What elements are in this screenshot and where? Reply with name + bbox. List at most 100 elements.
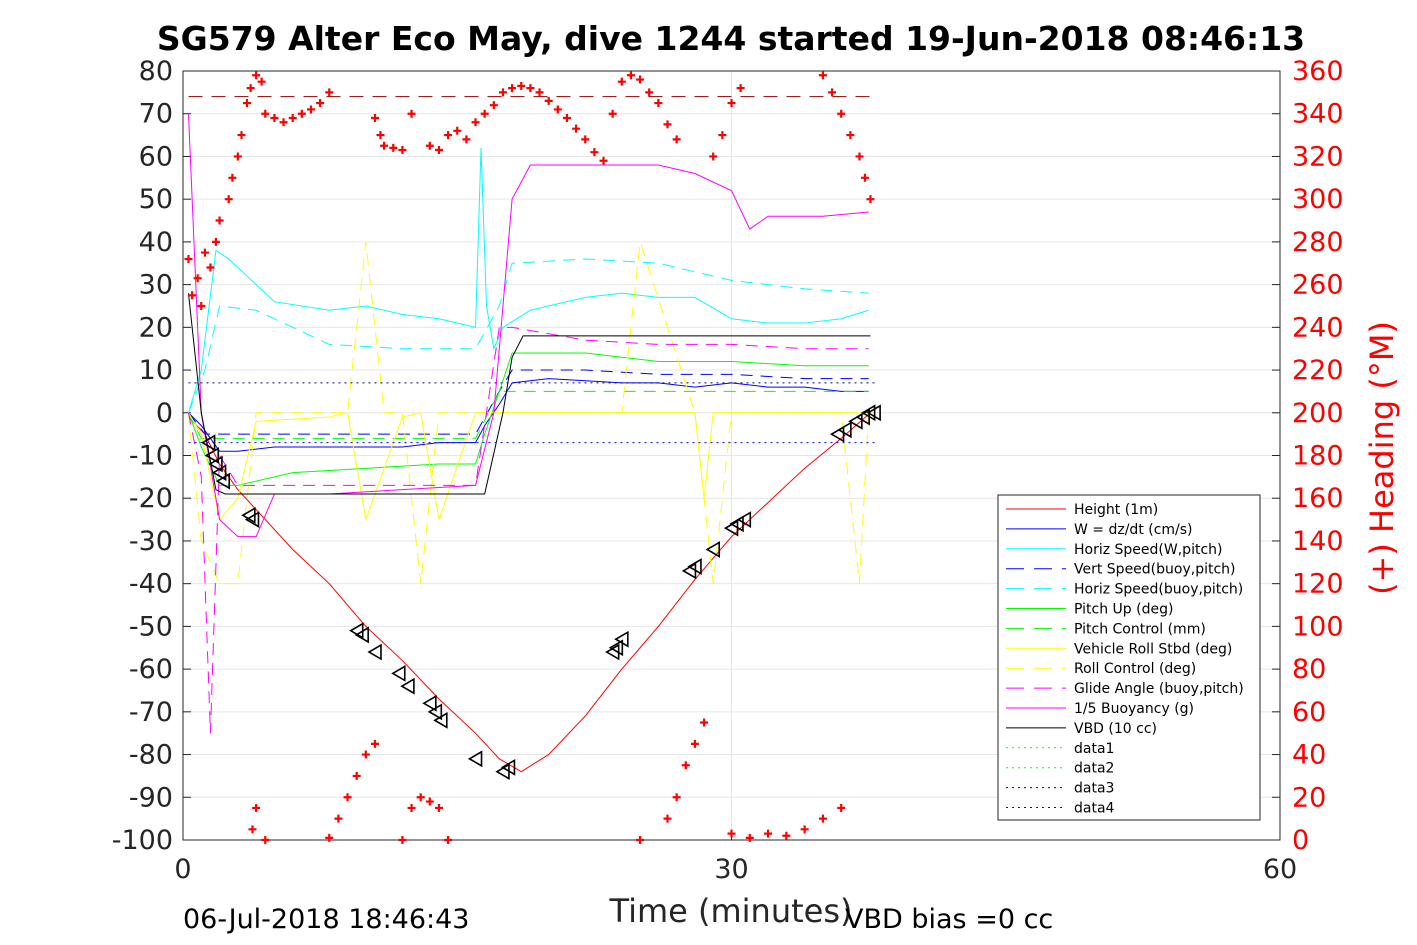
heading-point	[709, 152, 718, 161]
heading-point	[818, 71, 827, 80]
heading-point	[626, 71, 635, 80]
legend-label-5: Pitch Up (deg)	[1074, 602, 1173, 618]
heading-point	[544, 96, 553, 105]
tick-label-left: 60	[139, 141, 173, 172]
event-marker	[500, 758, 516, 776]
heading-point	[370, 113, 379, 122]
heading-point	[434, 146, 443, 155]
heading-point	[866, 195, 875, 204]
heading-point	[398, 836, 407, 844]
heading-point	[860, 173, 869, 182]
event-marker	[614, 630, 629, 648]
heading-point	[818, 814, 827, 823]
event-marker	[861, 404, 876, 422]
chart-title: SG579 Alter Eco May, dive 1244 started 1…	[157, 19, 1305, 58]
heading-point	[745, 833, 754, 842]
legend-label-15: data4	[1074, 801, 1115, 817]
heading-point	[380, 141, 389, 150]
event-marker	[837, 421, 852, 439]
event-marker	[400, 677, 415, 695]
heading-point	[526, 84, 535, 93]
tick-label-left: 0	[156, 398, 173, 429]
tick-label-right: 300	[1292, 184, 1344, 215]
heading-point	[261, 836, 270, 844]
heading-point	[215, 216, 224, 225]
heading-point	[562, 113, 571, 122]
heading-point	[489, 101, 498, 110]
event-marker	[729, 515, 744, 533]
marker-layer	[201, 404, 881, 781]
event-marker	[367, 643, 382, 661]
heading-point	[248, 825, 257, 834]
event-marker	[244, 511, 260, 528]
heading-point	[398, 146, 407, 155]
heading-point	[480, 109, 489, 118]
legend-label-13: data2	[1074, 761, 1114, 777]
series-line-9	[187, 326, 869, 734]
heading-point	[517, 81, 526, 90]
tick-label-left: -90	[129, 782, 173, 813]
heading-point	[471, 118, 480, 127]
heading-point	[193, 274, 202, 283]
event-marker	[211, 464, 227, 481]
tick-label-right: 220	[1292, 355, 1344, 386]
tick-label-right: 60	[1292, 697, 1326, 728]
event-marker	[215, 472, 231, 490]
legend-label-4: Horiz Speed(buoy,pitch)	[1074, 582, 1243, 598]
event-marker	[848, 412, 863, 430]
tick-label-right: 80	[1292, 654, 1326, 685]
series-line-7	[188, 412, 869, 522]
tick-label-right: 320	[1292, 141, 1344, 172]
heading-point	[325, 88, 334, 97]
tick-label-x: 0	[174, 854, 191, 885]
heading-point	[590, 148, 599, 157]
tick-label-right: 160	[1292, 483, 1344, 514]
tick-label-right: 180	[1292, 441, 1344, 472]
heading-point	[636, 75, 645, 84]
tick-label-right: 280	[1292, 227, 1344, 258]
tick-label-right: 20	[1292, 782, 1326, 813]
heading-point	[242, 99, 251, 108]
heading-point	[663, 120, 672, 129]
heading-point	[325, 833, 334, 842]
heading-point	[672, 793, 681, 802]
heading-point	[261, 109, 270, 118]
event-marker	[736, 511, 752, 528]
heading-point	[425, 141, 434, 150]
heading-point	[828, 88, 837, 97]
tick-label-right: 240	[1292, 312, 1344, 343]
series-line-11	[187, 293, 871, 495]
heading-point	[855, 152, 864, 161]
footer-timestamp: 06-Jul-2018 18:46:43	[183, 904, 469, 935]
tick-label-right: 260	[1292, 270, 1344, 301]
heading-point	[228, 173, 237, 182]
heading-point	[200, 248, 209, 257]
tick-label-left: 10	[139, 355, 173, 386]
x-axis: 0 30 60	[174, 832, 1297, 885]
event-marker	[204, 447, 220, 464]
heading-point	[316, 99, 325, 108]
heading-point	[237, 131, 246, 140]
heading-point	[617, 77, 626, 86]
heading-point	[370, 739, 379, 748]
event-marker	[866, 404, 881, 422]
heading-point	[434, 803, 443, 812]
heading-point	[425, 797, 434, 806]
heading-point	[645, 88, 654, 97]
tick-label-right: 40	[1292, 740, 1326, 771]
series-line-10	[187, 113, 869, 538]
tick-label-left: -80	[129, 740, 173, 771]
event-marker	[391, 664, 406, 682]
legend-label-10: 1/5 Buoyancy (g)	[1074, 701, 1194, 717]
series-line-8	[187, 241, 870, 585]
event-marker	[422, 694, 437, 712]
heading-point	[252, 803, 261, 812]
heading-point	[188, 291, 197, 300]
heading-point	[462, 135, 471, 144]
event-marker	[433, 711, 448, 729]
tick-label-left: -20	[129, 483, 173, 514]
heading-point	[233, 152, 242, 161]
tick-label-left: -50	[129, 611, 173, 642]
tick-label-left: 20	[139, 312, 173, 343]
